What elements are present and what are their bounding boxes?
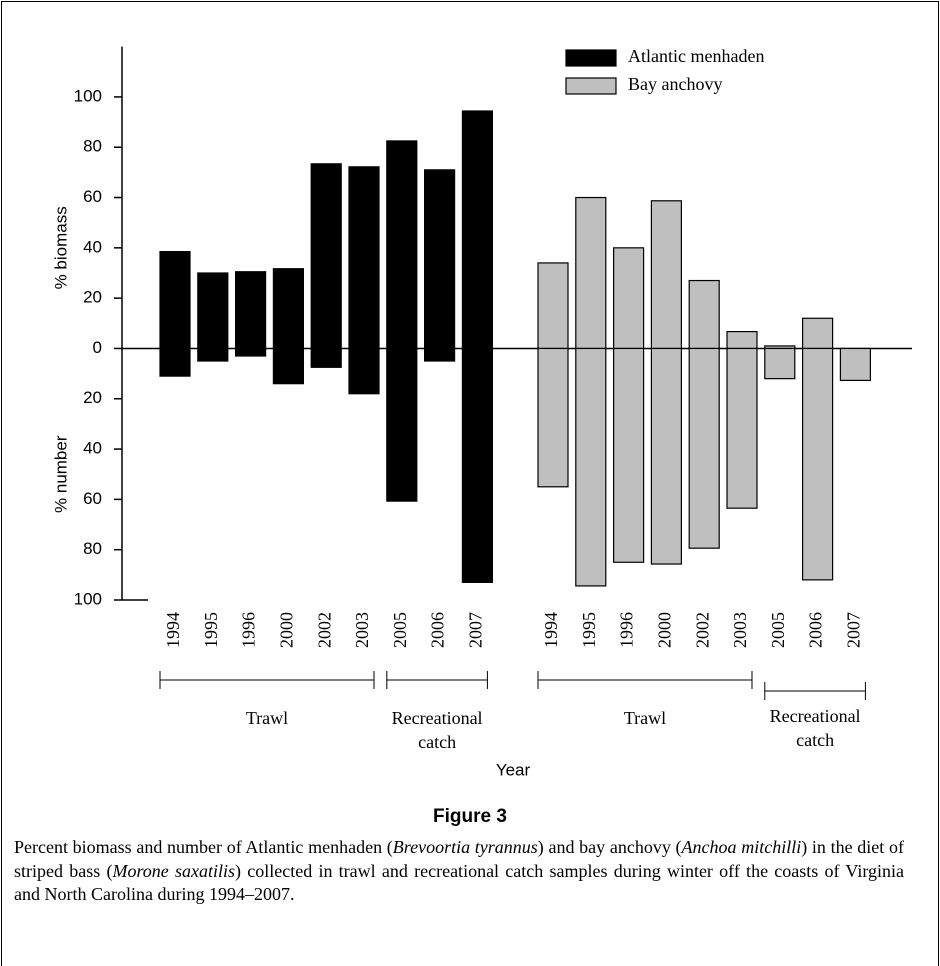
bar <box>159 347 191 377</box>
legend-label: Bay anchovy <box>628 74 722 94</box>
bar <box>537 347 569 488</box>
bar <box>688 279 720 350</box>
bar <box>650 200 683 350</box>
caption-part: Anchoa mitchilli <box>681 837 802 857</box>
caption: Percent biomass and number of Atlantic m… <box>14 836 904 907</box>
x-tick-label: 2003 <box>352 612 372 648</box>
bar <box>235 271 267 350</box>
x-tick-label: 2007 <box>844 612 864 648</box>
x-tick-label: 2002 <box>692 612 712 648</box>
bar <box>688 347 720 549</box>
x-tick-label: 2006 <box>428 612 448 648</box>
bar <box>801 347 834 581</box>
x-tick-label: 1995 <box>201 612 221 648</box>
bar <box>575 347 607 587</box>
y-tick-label: 100 <box>74 589 102 608</box>
group-label: Recreational catch <box>391 708 483 752</box>
x-tick-label: 2000 <box>277 612 297 648</box>
x-tick-label: 1994 <box>163 612 183 648</box>
bar <box>159 251 191 350</box>
bar <box>726 331 758 350</box>
bar <box>197 272 229 350</box>
group-label: Trawl <box>245 708 289 728</box>
y-tick-label: 80 <box>83 137 102 156</box>
bar <box>461 110 493 350</box>
x-label: Year <box>496 760 531 779</box>
group-label: Recreational catch <box>769 706 861 750</box>
bar <box>537 262 569 350</box>
legend-label: Atlantic menhaden <box>628 46 764 66</box>
x-tick-label: 2005 <box>390 612 410 648</box>
legend-swatch <box>565 77 617 95</box>
bar <box>764 347 796 380</box>
bar <box>612 247 645 350</box>
caption-part: Brevoortia tyrannus <box>392 837 538 857</box>
y-tick-label: 20 <box>83 288 102 307</box>
bar <box>839 347 872 382</box>
bar <box>348 166 380 350</box>
y-label-lower: % number <box>51 435 70 513</box>
legend-swatch <box>565 49 617 67</box>
y-tick-label: 60 <box>83 187 102 206</box>
y-tick-label: 20 <box>83 388 102 407</box>
bar <box>235 347 267 357</box>
y-label-upper: % biomass <box>51 206 70 289</box>
bar <box>348 347 380 395</box>
x-tick-label: 2007 <box>466 612 486 648</box>
bar <box>272 268 304 350</box>
bar <box>461 347 493 583</box>
bar <box>424 169 456 350</box>
bar <box>650 347 683 565</box>
y-tick-label: 60 <box>83 489 102 508</box>
x-tick-label: 1996 <box>239 612 259 648</box>
bar <box>386 347 418 502</box>
bar <box>310 347 342 368</box>
x-tick-label: 2002 <box>314 612 334 648</box>
bar <box>726 347 758 509</box>
caption-part: Percent biomass and number of Atlantic m… <box>14 837 393 857</box>
bar <box>272 347 304 385</box>
y-tick-label: 80 <box>83 539 102 558</box>
bar <box>801 317 834 350</box>
bar <box>197 347 229 362</box>
y-tick-label: 0 <box>93 338 102 357</box>
caption-part: ) in the diet of striped bass ( <box>14 837 904 881</box>
y-tick-label: 100 <box>74 86 102 105</box>
caption-part: ) and bay anchovy ( <box>537 837 682 857</box>
figure-label: Figure 3 <box>433 806 507 827</box>
x-tick-label: 1995 <box>579 612 599 648</box>
x-tick-label: 2006 <box>806 612 826 648</box>
x-tick-label: 2000 <box>655 612 675 648</box>
caption-part: Morone saxatilis <box>112 860 236 881</box>
bar <box>612 347 645 563</box>
x-tick-label: 1996 <box>617 612 637 648</box>
x-tick-label: 2005 <box>768 612 788 648</box>
y-tick-label: 40 <box>83 439 102 458</box>
x-tick-label: 1994 <box>541 612 561 648</box>
bar <box>575 196 607 350</box>
x-tick-label: 2003 <box>730 612 750 648</box>
bar <box>386 140 418 350</box>
y-tick-label: 40 <box>83 237 102 256</box>
bar <box>310 163 342 350</box>
bar <box>424 347 456 362</box>
caption-part: ) collected in trawl and recreational ca… <box>14 860 904 905</box>
group-label: Trawl <box>623 708 667 728</box>
